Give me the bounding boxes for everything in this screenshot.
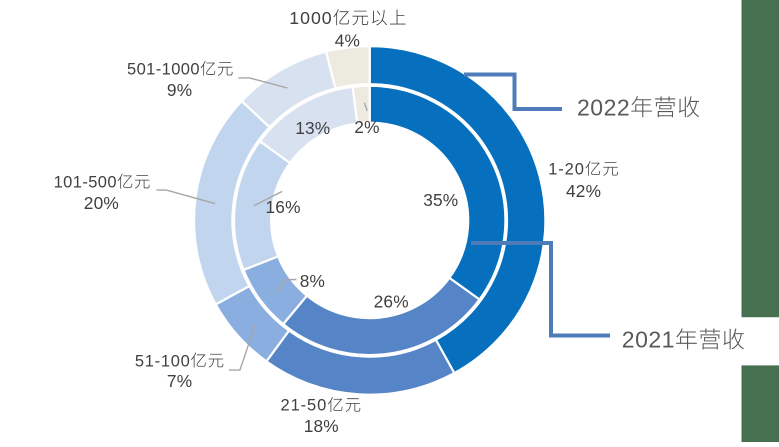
svg-text:2021: 2021 [622,327,675,353]
svg-text:18%: 18% [304,416,339,436]
svg-text:21-50: 21-50 [281,397,328,415]
svg-text:501-1000: 501-1000 [127,61,200,79]
svg-text:42%: 42% [566,181,601,201]
svg-text:1-20: 1-20 [548,161,585,179]
svg-text:2%: 2% [354,117,379,137]
svg-text:7%: 7% [167,371,192,391]
svg-text:51-100: 51-100 [135,352,191,370]
svg-text:13%: 13% [295,118,330,138]
svg-text:1000: 1000 [289,8,332,28]
svg-text:4%: 4% [335,31,360,51]
svg-text:101-500: 101-500 [54,173,117,191]
svg-text:20%: 20% [84,193,119,213]
svg-text:26%: 26% [374,291,409,311]
svg-text:8%: 8% [300,271,325,291]
svg-text:16%: 16% [266,197,301,217]
svg-text:9%: 9% [167,80,192,100]
svg-text:35%: 35% [423,190,458,210]
svg-text:2022: 2022 [577,95,630,121]
